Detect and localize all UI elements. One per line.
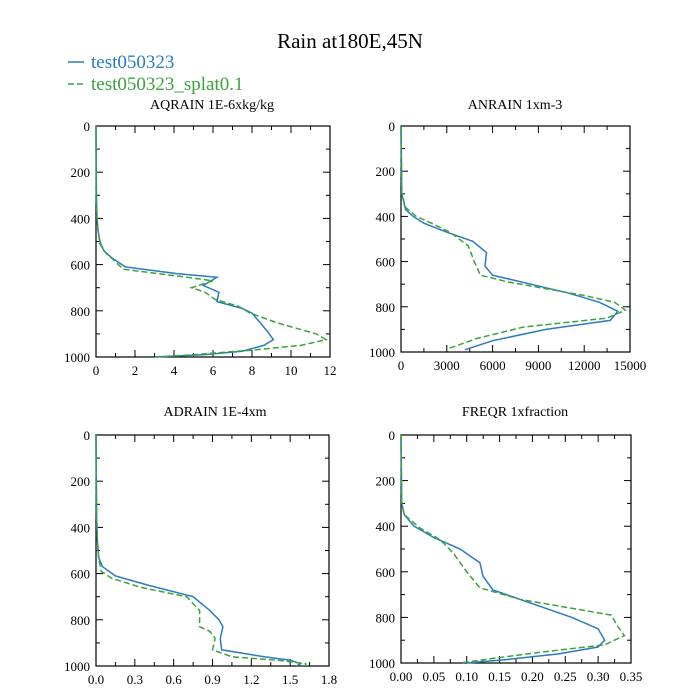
x-tick-label: 0.05 bbox=[422, 669, 445, 684]
x-tick-label: 0.6 bbox=[166, 672, 183, 687]
y-tick-label: 200 bbox=[376, 474, 396, 489]
x-tick-label: 6000 bbox=[480, 358, 506, 373]
y-tick-label: 0 bbox=[84, 119, 91, 134]
legend-label-2: test050323_splat0.1 bbox=[91, 74, 244, 95]
y-tick-label: 1000 bbox=[369, 345, 395, 360]
y-tick-label: 0 bbox=[84, 428, 91, 443]
y-tick-label: 0 bbox=[389, 428, 396, 443]
x-tick-label: 0.10 bbox=[455, 669, 478, 684]
y-tick-label: 600 bbox=[376, 255, 396, 270]
y-tick-label: 800 bbox=[376, 610, 396, 625]
y-tick-label: 800 bbox=[376, 300, 396, 315]
aqrain-series-splat0.1 bbox=[95, 125, 329, 358]
y-tick-label: 1000 bbox=[64, 659, 90, 674]
y-tick-label: 400 bbox=[71, 211, 91, 226]
y-tick-label: 400 bbox=[376, 519, 396, 534]
x-tick-label: 0.30 bbox=[587, 669, 610, 684]
plot-frame bbox=[400, 125, 631, 353]
x-tick-label: 6 bbox=[210, 363, 217, 378]
x-tick-label: 0.35 bbox=[620, 669, 643, 684]
x-tick-label: 1.2 bbox=[243, 672, 259, 687]
x-tick-label: 0.3 bbox=[127, 672, 143, 687]
x-tick-label: 0 bbox=[398, 358, 405, 373]
y-tick-label: 1000 bbox=[369, 656, 395, 671]
y-tick-label: 600 bbox=[376, 565, 396, 580]
x-tick-label: 0.15 bbox=[488, 669, 511, 684]
panel-title: FREQR 1xfraction bbox=[462, 405, 568, 420]
x-tick-label: 12 bbox=[324, 363, 337, 378]
x-tick-label: 2 bbox=[132, 363, 139, 378]
panel-title: ADRAIN 1E-4xm bbox=[163, 405, 266, 420]
x-tick-label: 0.20 bbox=[521, 669, 544, 684]
anrain-series-splat0.1 bbox=[400, 125, 627, 350]
panel-title: ANRAIN 1xm-3 bbox=[468, 98, 563, 113]
x-tick-label: 0.00 bbox=[390, 669, 413, 684]
y-tick-label: 200 bbox=[71, 165, 91, 180]
plot-frame bbox=[95, 125, 331, 358]
y-tick-label: 400 bbox=[376, 209, 396, 224]
x-tick-label: 8 bbox=[249, 363, 256, 378]
plot-frame bbox=[95, 434, 330, 667]
legend-label-1: test050323 bbox=[91, 52, 174, 73]
x-tick-label: 0.0 bbox=[88, 672, 104, 687]
y-tick-label: 0 bbox=[389, 119, 396, 134]
panel-title: AQRAIN 1E-6xkg/kg bbox=[150, 98, 274, 113]
y-tick-label: 800 bbox=[71, 304, 91, 319]
y-tick-label: 1000 bbox=[64, 350, 90, 365]
x-tick-label: 15000 bbox=[614, 358, 647, 373]
x-tick-label: 3000 bbox=[434, 358, 460, 373]
y-tick-label: 600 bbox=[71, 567, 91, 582]
y-tick-label: 600 bbox=[71, 258, 91, 273]
x-tick-label: 4 bbox=[171, 363, 178, 378]
y-tick-label: 200 bbox=[71, 474, 91, 489]
legend: test050323 test050323_splat0.1 bbox=[68, 52, 244, 95]
x-tick-label: 0.25 bbox=[554, 669, 577, 684]
y-tick-label: 200 bbox=[376, 164, 396, 179]
anrain-series-test050323 bbox=[400, 125, 619, 351]
y-tick-label: 400 bbox=[71, 520, 91, 535]
adrain-series-test050323 bbox=[95, 434, 303, 667]
x-tick-label: 0 bbox=[93, 363, 100, 378]
x-tick-label: 12000 bbox=[568, 358, 601, 373]
main-title: Rain at180E,45N bbox=[277, 29, 423, 53]
x-tick-label: 1.8 bbox=[321, 672, 337, 687]
freqr-series-splat0.1 bbox=[400, 434, 626, 664]
x-tick-label: 10 bbox=[285, 363, 298, 378]
x-tick-label: 1.5 bbox=[282, 672, 298, 687]
aqrain-series-test050323 bbox=[95, 125, 275, 358]
freqr-series-test050323 bbox=[400, 434, 606, 664]
adrain-series-splat0.1 bbox=[95, 434, 307, 666]
x-tick-label: 0.9 bbox=[204, 672, 220, 687]
x-tick-label: 9000 bbox=[525, 358, 551, 373]
y-tick-label: 800 bbox=[71, 613, 91, 628]
